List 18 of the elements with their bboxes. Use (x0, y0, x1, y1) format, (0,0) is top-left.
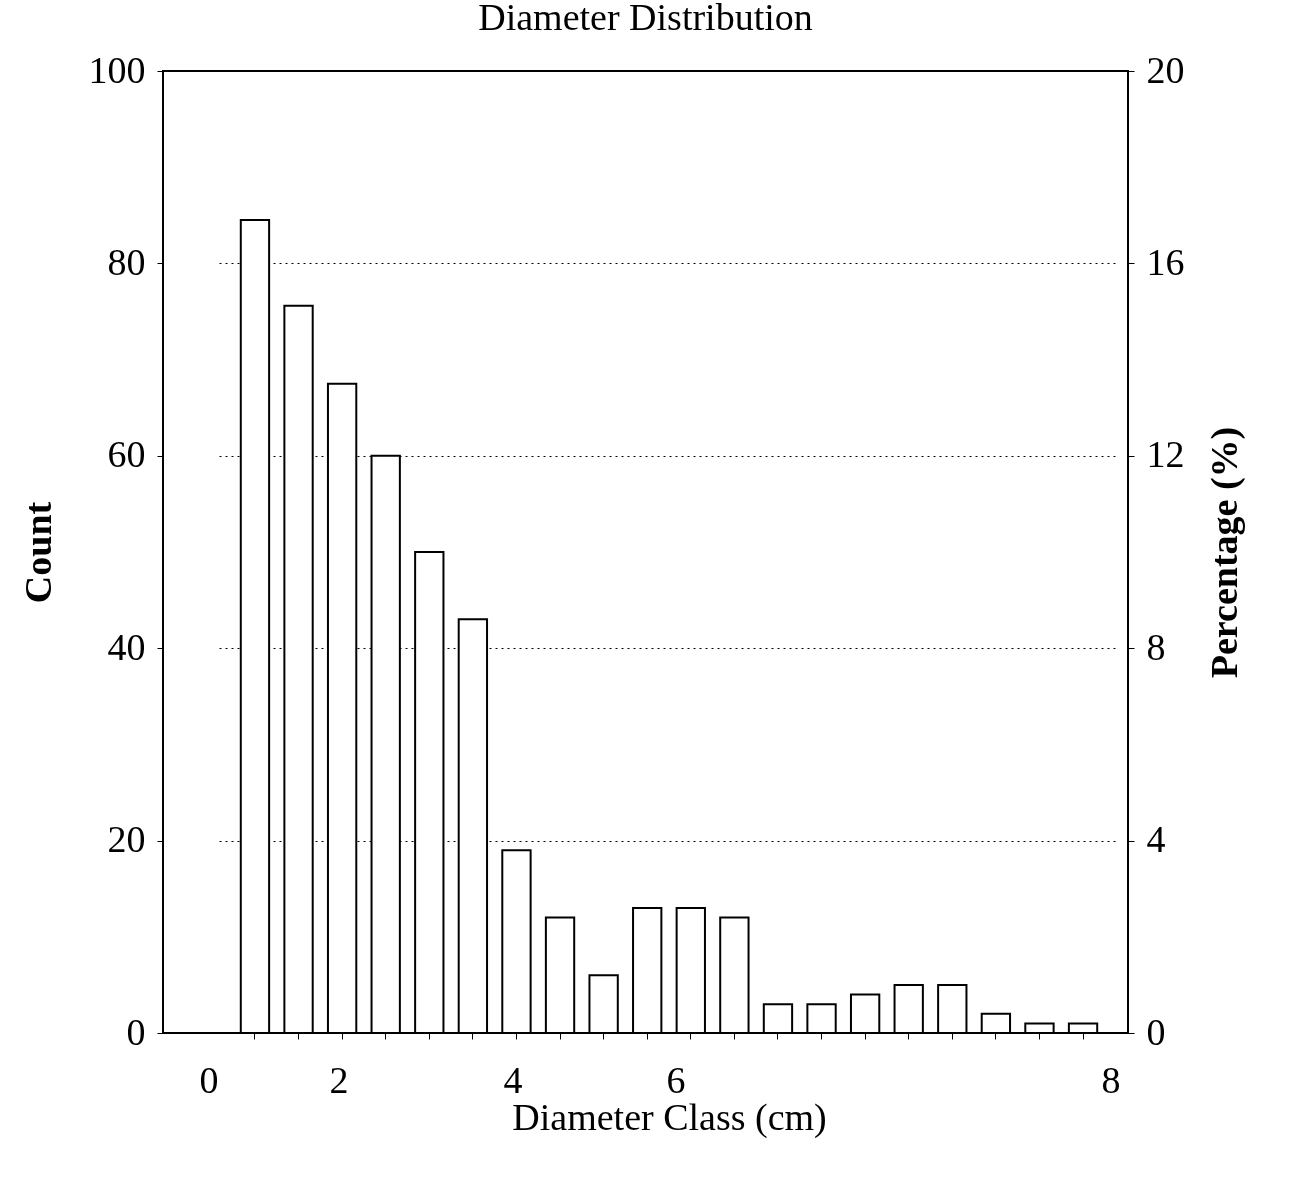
y2-tick-label: 8 (1146, 625, 1166, 668)
text: 2 (329, 1059, 349, 1101)
y2-tick-label: 20 (1146, 48, 1185, 91)
y2-tick-label: 4 (1146, 818, 1166, 861)
text: 8 (1101, 1059, 1121, 1101)
y2-axis-title: Percentage (%) (1202, 426, 1246, 679)
y-tick-label: 80 (107, 240, 146, 283)
y-tick-label: 0 (126, 1010, 146, 1053)
text: 0 (199, 1059, 219, 1101)
y-tick-label: 20 (107, 818, 146, 861)
y2-tick-label: 0 (1146, 1010, 1166, 1053)
y-tick-label: 100 (88, 48, 146, 91)
y2-tick-label: 16 (1146, 240, 1185, 283)
y2-tick-label: 12 (1146, 433, 1185, 476)
chart-title: Diameter Distribution (478, 0, 813, 38)
y-axis-title: Count (16, 501, 59, 604)
y-tick-label: 40 (107, 625, 146, 668)
y-tick-label: 60 (107, 433, 146, 476)
